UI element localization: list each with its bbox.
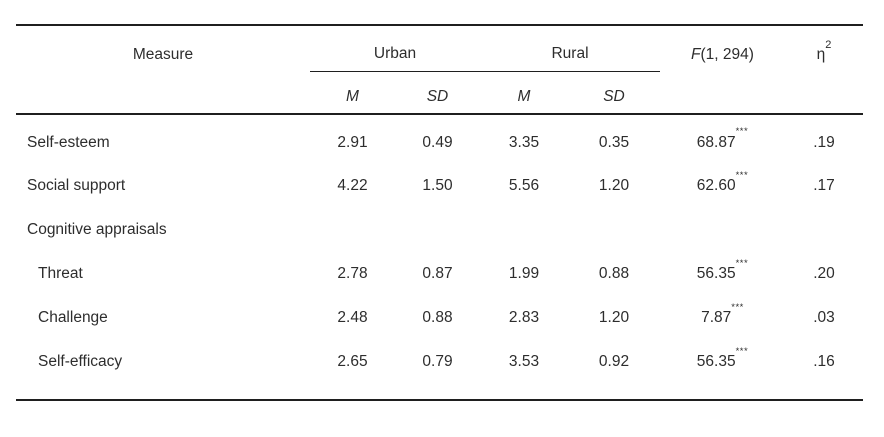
urban-group-header: Urban <box>310 25 480 72</box>
rural-mean-value: 5.56 <box>508 177 540 194</box>
eta-squared-value: .19 <box>813 133 835 151</box>
measure-label: Threat <box>38 265 83 282</box>
urban-mean-value: 2.78 <box>337 265 368 282</box>
urban-mean-value <box>310 202 395 246</box>
eta-squared-value: .17 <box>813 177 835 194</box>
table-row: Self-efficacy 2.65 0.79 3.53 0.92 56.35*… <box>16 334 863 378</box>
urban-sd-value: 0.49 <box>422 133 453 151</box>
urban-sd-value: 0.87 <box>422 265 453 282</box>
rural-sd-value: 0.92 <box>598 353 630 370</box>
urban-mean-value: 2.65 <box>337 353 368 370</box>
eta-symbol: η <box>816 46 826 63</box>
section-label: Cognitive appraisals <box>27 221 167 238</box>
measure-column-header: Measure <box>16 25 310 115</box>
f-degrees-of-freedom: (1, 294) <box>700 46 754 63</box>
table-row: Social support 4.22 1.50 5.56 1.20 62.60… <box>16 158 863 202</box>
f-number: 7.87 <box>701 309 732 326</box>
anova-results-table: Measure Urban Rural F(1, 294) η2 M SD M … <box>16 24 863 401</box>
f-value: 56.35*** <box>660 334 785 378</box>
f-value: 7.87*** <box>660 290 785 334</box>
f-value: 62.60*** <box>660 158 785 202</box>
urban-sd-value: 0.88 <box>422 309 453 326</box>
rural-sd-value: 0.35 <box>598 133 630 151</box>
rural-mean-value: 3.35 <box>508 133 540 151</box>
significance-asterisks: *** <box>731 301 744 313</box>
measure-label: Social support <box>27 177 126 194</box>
f-number: 56.35 <box>696 353 736 370</box>
spacer-row <box>16 378 863 400</box>
urban-sd-value <box>395 202 480 246</box>
measure-label: Self-esteem <box>27 133 110 151</box>
urban-sd-value: 1.50 <box>422 177 453 194</box>
rural-group-header: Rural <box>480 25 660 72</box>
rural-mean-value: 3.53 <box>508 353 540 370</box>
table-row-section: Cognitive appraisals <box>16 202 863 246</box>
rural-mean-value: 1.99 <box>508 265 540 282</box>
spacer-cell <box>16 378 863 400</box>
rural-sd-subheader: SD <box>568 71 660 115</box>
f-number: 68.87 <box>696 133 736 151</box>
rural-sd-value: 1.20 <box>598 177 630 194</box>
eta-squared-value: .20 <box>813 265 835 282</box>
rural-sd-value: 1.20 <box>598 309 630 326</box>
urban-sd-value: 0.79 <box>422 353 453 370</box>
rural-sd-value <box>568 202 660 246</box>
eta-squared-value: .03 <box>813 309 835 326</box>
eta-squared-header: η2 <box>785 25 863 115</box>
significance-asterisks: *** <box>735 126 749 138</box>
urban-sd-subheader: SD <box>395 71 480 115</box>
f-number: 56.35 <box>696 265 736 282</box>
table-row: Self-esteem 2.91 0.49 3.35 0.35 68.87***… <box>16 114 863 158</box>
eta-squared-value <box>785 202 863 246</box>
significance-asterisks: *** <box>735 169 749 181</box>
rural-mean-value: 2.83 <box>508 309 540 326</box>
urban-mean-value: 2.91 <box>337 133 368 151</box>
f-value: 68.87*** <box>660 114 785 158</box>
measure-label: Self-efficacy <box>38 353 123 370</box>
f-symbol: F <box>691 46 701 63</box>
f-statistic-header: F(1, 294) <box>660 25 785 115</box>
urban-mean-subheader: M <box>310 71 395 115</box>
rural-mean-value <box>480 202 568 246</box>
urban-mean-value: 2.48 <box>337 309 368 326</box>
table-row: Threat 2.78 0.87 1.99 0.88 56.35*** .20 <box>16 246 863 290</box>
eta-squared-value: .16 <box>813 353 835 370</box>
f-value <box>660 202 785 246</box>
rural-mean-subheader: M <box>480 71 568 115</box>
rural-sd-value: 0.88 <box>598 265 630 282</box>
significance-asterisks: *** <box>735 345 749 357</box>
urban-mean-value: 4.22 <box>337 177 368 194</box>
measure-label: Challenge <box>38 309 108 326</box>
f-number: 62.60 <box>696 177 736 194</box>
eta-exponent: 2 <box>825 38 832 51</box>
table-row: Challenge 2.48 0.88 2.83 1.20 7.87*** .0… <box>16 290 863 334</box>
significance-asterisks: *** <box>735 257 749 269</box>
f-value: 56.35*** <box>660 246 785 290</box>
